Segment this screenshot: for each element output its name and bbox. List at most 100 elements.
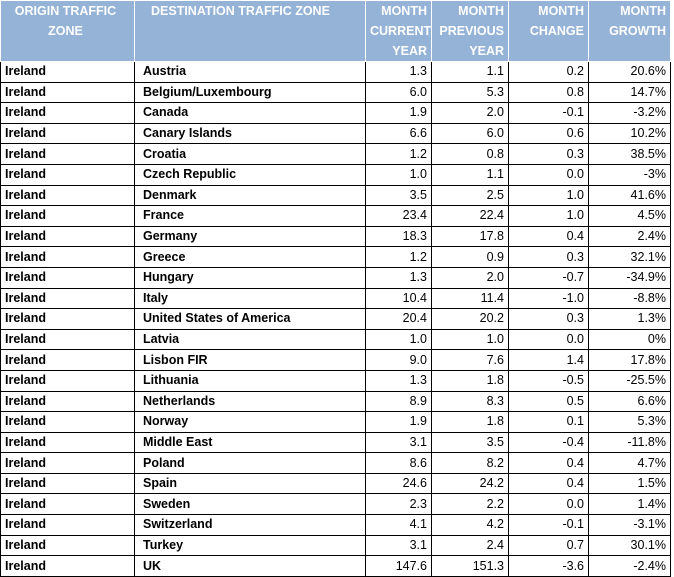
table-row: Ireland Norway 1.9 1.8 0.1 5.3% [0, 411, 671, 433]
cell-change: 0.4 [508, 452, 589, 474]
cell-current-year: 24.6 [365, 472, 432, 495]
cell-destination: Switzerland [134, 514, 366, 536]
cell-previous-year: 1.1 [431, 163, 509, 186]
cell-origin: Ireland [0, 143, 135, 165]
table-row: Ireland Switzerland 4.1 4.2 -0.1 -3.1% [0, 514, 671, 536]
cell-current-year: 1.9 [365, 411, 432, 433]
cell-previous-year: 0.8 [431, 143, 509, 165]
cell-change: 1.0 [508, 205, 589, 227]
cell-origin: Ireland [0, 61, 135, 83]
cell-previous-year: 4.2 [431, 514, 509, 536]
cell-destination: Italy [134, 287, 366, 310]
cell-destination: Croatia [134, 143, 366, 165]
cell-growth: 17.8% [588, 349, 671, 371]
cell-change: 0.0 [508, 163, 589, 186]
table-row: Ireland Denmark 3.5 2.5 1.0 41.6% [0, 184, 671, 207]
cell-current-year: 1.9 [365, 102, 432, 124]
cell-destination: Canada [134, 102, 366, 124]
cell-growth: 6.6% [588, 390, 671, 413]
table-row: Ireland Hungary 1.3 2.0 -0.7 -34.9% [0, 266, 671, 289]
cell-growth: -25.5% [588, 369, 671, 392]
cell-change: 0.6 [508, 122, 589, 145]
cell-previous-year: 2.4 [431, 534, 509, 557]
cell-current-year: 23.4 [365, 205, 432, 227]
cell-previous-year: 1.8 [431, 411, 509, 433]
cell-change: 0.0 [508, 328, 589, 351]
cell-change: 0.3 [508, 246, 589, 268]
cell-destination: Poland [134, 452, 366, 474]
cell-change: 0.1 [508, 411, 589, 433]
cell-change: -0.1 [508, 102, 589, 124]
cell-origin: Ireland [0, 555, 135, 577]
table-row: Ireland Czech Republic 1.0 1.1 0.0 -3% [0, 163, 671, 186]
cell-previous-year: 3.5 [431, 431, 509, 454]
cell-growth: 2.4% [588, 225, 671, 248]
cell-origin: Ireland [0, 308, 135, 330]
cell-destination: Norway [134, 411, 366, 433]
table-row: Ireland Lithuania 1.3 1.8 -0.5 -25.5% [0, 369, 671, 392]
cell-change: 0.4 [508, 472, 589, 495]
cell-origin: Ireland [0, 122, 135, 145]
cell-change: 0.4 [508, 225, 589, 248]
cell-previous-year: 11.4 [431, 287, 509, 310]
table-row: Ireland UK 147.6 151.3 -3.6 -2.4% [0, 555, 671, 577]
cell-destination: Middle East [134, 431, 366, 454]
cell-destination: France [134, 205, 366, 227]
cell-growth: -3.2% [588, 102, 671, 124]
cell-change: -1.0 [508, 287, 589, 310]
table-row: Ireland Sweden 2.3 2.2 0.0 1.4% [0, 493, 671, 516]
cell-origin: Ireland [0, 205, 135, 227]
cell-current-year: 20.4 [365, 308, 432, 330]
cell-current-year: 6.6 [365, 122, 432, 145]
table-row: Ireland Belgium/Luxembourg 6.0 5.3 0.8 14.7% [0, 81, 671, 104]
cell-change: 0.8 [508, 81, 589, 104]
cell-current-year: 1.0 [365, 163, 432, 186]
cell-change: 0.0 [508, 493, 589, 516]
cell-destination: Sweden [134, 493, 366, 516]
header-change: MONTH CHANGE [508, 0, 589, 62]
cell-current-year: 3.5 [365, 184, 432, 207]
cell-growth: 20.6% [588, 61, 671, 83]
cell-growth: -2.4% [588, 555, 671, 577]
cell-destination: Czech Republic [134, 163, 366, 186]
cell-change: -0.4 [508, 431, 589, 454]
cell-previous-year: 17.8 [431, 225, 509, 248]
cell-destination: Hungary [134, 266, 366, 289]
table-row: Ireland Turkey 3.1 2.4 0.7 30.1% [0, 534, 671, 557]
cell-previous-year: 1.0 [431, 328, 509, 351]
cell-destination: Lithuania [134, 369, 366, 392]
cell-change: -0.7 [508, 266, 589, 289]
cell-origin: Ireland [0, 431, 135, 454]
cell-previous-year: 0.9 [431, 246, 509, 268]
cell-origin: Ireland [0, 369, 135, 392]
table-row: Ireland Poland 8.6 8.2 0.4 4.7% [0, 452, 671, 474]
cell-growth: 1.4% [588, 493, 671, 516]
cell-current-year: 1.2 [365, 246, 432, 268]
cell-growth: 1.3% [588, 308, 671, 330]
cell-current-year: 3.1 [365, 534, 432, 557]
cell-change: 0.2 [508, 61, 589, 83]
cell-destination: Germany [134, 225, 366, 248]
cell-origin: Ireland [0, 452, 135, 474]
cell-origin: Ireland [0, 163, 135, 186]
cell-change: 0.5 [508, 390, 589, 413]
cell-change: 1.4 [508, 349, 589, 371]
cell-change: 0.7 [508, 534, 589, 557]
cell-current-year: 18.3 [365, 225, 432, 248]
cell-growth: 4.5% [588, 205, 671, 227]
header-origin: ORIGIN TRAFFIC ZONE [0, 0, 135, 62]
table-row: Ireland United States of America 20.4 20.2 0… [0, 308, 671, 330]
cell-origin: Ireland [0, 411, 135, 433]
cell-previous-year: 24.2 [431, 472, 509, 495]
cell-current-year: 9.0 [365, 349, 432, 371]
cell-previous-year: 1.8 [431, 369, 509, 392]
cell-destination: UK [134, 555, 366, 577]
cell-growth: -34.9% [588, 266, 671, 289]
table-row: Ireland Canary Islands 6.6 6.0 0.6 10.2% [0, 122, 671, 145]
cell-origin: Ireland [0, 287, 135, 310]
cell-destination: Canary Islands [134, 122, 366, 145]
cell-change: 0.3 [508, 308, 589, 330]
cell-growth: -8.8% [588, 287, 671, 310]
cell-growth: 14.7% [588, 81, 671, 104]
